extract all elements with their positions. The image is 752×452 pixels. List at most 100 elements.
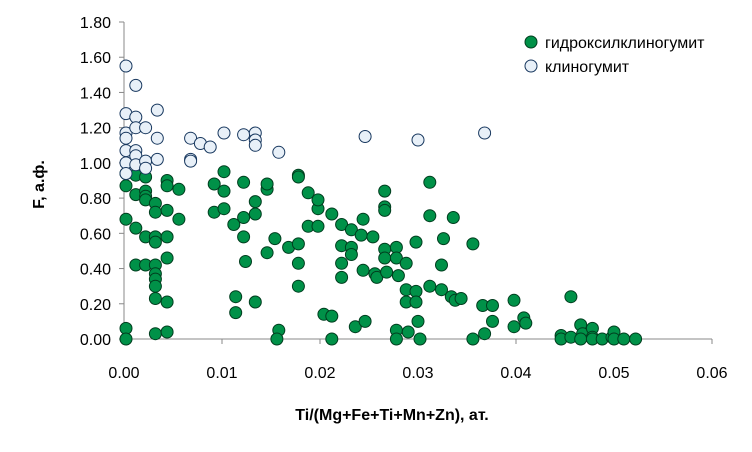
data-point (344, 248, 358, 261)
y-tick-label: 1.80 (80, 15, 111, 32)
data-point (617, 332, 631, 346)
data-point (248, 207, 262, 221)
data-point (291, 279, 305, 293)
data-point (160, 325, 174, 339)
x-tick-label: 0.05 (598, 365, 629, 382)
data-point (423, 279, 437, 293)
y-tick-label: 0.20 (80, 297, 111, 314)
data-point (454, 292, 468, 305)
y-axis-title: F, а.ф. (31, 160, 48, 209)
data-point (413, 332, 427, 346)
data-point (311, 219, 325, 233)
data-point (564, 290, 578, 304)
data-point (139, 121, 153, 135)
data-point (217, 165, 231, 179)
data-point (203, 140, 217, 154)
legend-label: клиногумит (545, 59, 630, 76)
data-point (358, 130, 372, 143)
data-point (335, 270, 349, 284)
data-point (335, 256, 349, 270)
data-point (325, 207, 339, 221)
data-point (172, 212, 186, 226)
x-tick-label: 0.02 (304, 365, 335, 382)
data-point (268, 232, 282, 246)
data-point (207, 177, 221, 191)
data-point (519, 316, 533, 330)
data-point (148, 279, 162, 293)
data-point (184, 131, 198, 145)
data-point (119, 179, 133, 193)
y-tick-label: 0.00 (80, 332, 111, 349)
data-point (507, 320, 521, 334)
data-point (486, 314, 499, 328)
data-point (217, 126, 231, 140)
data-point (239, 255, 252, 268)
data-point (344, 223, 358, 237)
legend-label: гидроксилклиногумит (545, 35, 705, 52)
data-point (311, 193, 325, 207)
x-axis-title: Ti/(Mg+Fe+Ti+Mn+Zn), ат. (295, 407, 488, 424)
data-point (466, 332, 480, 346)
y-tick-label: 0.80 (80, 191, 111, 208)
data-point (356, 263, 370, 277)
data-point (139, 161, 153, 175)
data-point (486, 299, 499, 312)
data-point (119, 167, 133, 180)
data-point (389, 251, 403, 265)
data-point (160, 251, 174, 265)
data-point (437, 232, 450, 246)
legend-marker (524, 35, 538, 49)
data-point (291, 170, 305, 184)
data-point (160, 295, 174, 309)
data-point (378, 251, 392, 265)
data-point (270, 332, 284, 346)
data-point (172, 182, 186, 196)
data-point (160, 179, 174, 193)
y-tick-label: 1.60 (80, 50, 111, 67)
y-tick-label: 0.40 (80, 262, 111, 279)
data-point (148, 292, 162, 305)
x-tick-label: 0.03 (402, 365, 433, 382)
data-point (325, 332, 339, 346)
x-tick-label: 0.01 (206, 365, 237, 382)
data-point (229, 290, 243, 304)
data-point (574, 332, 588, 346)
data-point (325, 309, 339, 323)
data-point (119, 59, 133, 73)
data-point (217, 202, 231, 216)
data-point (446, 211, 460, 224)
data-point (358, 314, 372, 328)
data-point (119, 212, 133, 226)
data-point (348, 320, 362, 334)
data-point (409, 295, 423, 309)
data-point (629, 332, 643, 346)
data-point (478, 126, 492, 140)
data-point (150, 152, 164, 166)
data-point (435, 283, 448, 297)
data-point (237, 211, 251, 224)
data-point (366, 230, 380, 244)
data-point (291, 237, 305, 251)
data-point (150, 131, 164, 145)
data-point (478, 327, 492, 341)
y-tick-label: 1.40 (80, 85, 111, 102)
series-2 (119, 59, 492, 180)
data-point (401, 325, 415, 339)
data-point (380, 265, 394, 279)
data-point (227, 218, 241, 231)
legend-marker (524, 59, 538, 73)
data-point (248, 138, 262, 152)
data-point (435, 258, 448, 272)
data-point (217, 184, 231, 198)
data-point (389, 332, 403, 346)
data-point (409, 235, 423, 249)
data-point (148, 327, 162, 341)
data-point (184, 154, 198, 168)
data-point (411, 133, 425, 147)
tick-labels: 0.00 0.20 0.40 0.60 0.80 1.00 1.20 1.40 1.60 1.80… (80, 15, 728, 382)
data-point (391, 269, 405, 283)
data-point (160, 230, 174, 244)
data-point (160, 203, 174, 217)
x-tick-label: 0.04 (500, 365, 531, 382)
data-point (229, 306, 243, 320)
